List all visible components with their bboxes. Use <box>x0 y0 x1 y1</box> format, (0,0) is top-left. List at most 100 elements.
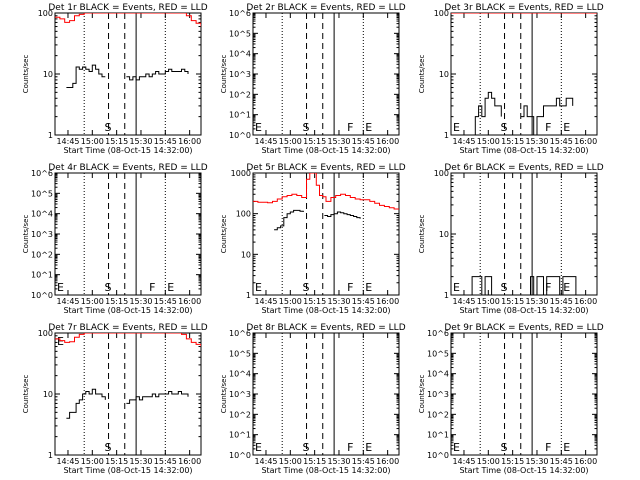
y-tick-label: 10^6 <box>427 329 449 338</box>
y-tick-label: 10 <box>43 70 53 79</box>
events-series-line <box>274 209 304 231</box>
x-tick-label: 15:45 <box>352 457 375 466</box>
detector-panel: Det 7r BLACK = Events, RED = LLD 1 10 100 14… <box>22 323 208 475</box>
x-tick-label: 14:45 <box>452 297 475 306</box>
marker-label: F <box>545 441 551 454</box>
marker-label: S <box>501 441 508 454</box>
y-axis-label: Counts/sec <box>220 375 228 414</box>
edge-label: E <box>365 441 372 454</box>
chart-title: Det 3r BLACK = Events, RED = LLD <box>444 3 603 13</box>
y-tick-label: 1000 <box>231 169 251 178</box>
x-tick-label: 15:15 <box>501 457 524 466</box>
y-tick-label: 1 <box>48 131 53 140</box>
x-tick-label: 15:30 <box>129 457 152 466</box>
x-tick-label: 14:45 <box>254 297 277 306</box>
y-tick-label: 100 <box>434 9 449 18</box>
marker-label: S <box>105 121 112 134</box>
series-group <box>451 13 597 135</box>
series-group <box>468 276 577 295</box>
plot-frame <box>450 332 598 456</box>
x-tick-label: 14:45 <box>56 137 79 146</box>
y-tick-label: 10^6 <box>229 329 251 338</box>
y-tick-label: 10^5 <box>229 349 251 358</box>
y-axis-label: Counts/sec <box>22 215 30 254</box>
x-axis-label: Start Time (08-Oct-15 14:32:00) <box>459 306 588 315</box>
y-tick-label: 10^4 <box>427 370 449 379</box>
x-tick-label: 15:00 <box>81 137 104 146</box>
lld-series-line <box>55 13 201 27</box>
x-tick-label: 15:15 <box>105 457 128 466</box>
x-axis-label: Start Time (08-Oct-15 14:32:00) <box>459 466 588 475</box>
marker-label: F <box>545 281 551 294</box>
y-tick-label: 10^3 <box>229 70 251 79</box>
y-tick-label: 10^2 <box>229 410 251 419</box>
x-tick-label: 15:45 <box>154 457 177 466</box>
plot-frame <box>252 12 400 136</box>
marker-label: F <box>347 121 353 134</box>
edge-label: E <box>255 441 262 454</box>
y-tick-label: 10^2 <box>229 90 251 99</box>
x-tick-label: 14:45 <box>56 297 79 306</box>
x-axis-label: Start Time (08-Oct-15 14:32:00) <box>261 466 390 475</box>
x-tick-label: 16:00 <box>376 457 399 466</box>
series-group <box>55 13 201 88</box>
y-tick-label: 10^5 <box>31 189 53 198</box>
series-group <box>253 173 399 231</box>
y-tick-label: 10^6 <box>229 9 251 18</box>
y-tick-label: 1 <box>444 291 449 300</box>
x-tick-label: 15:45 <box>352 297 375 306</box>
y-tick-label: 1 <box>246 291 251 300</box>
y-tick-label: 10^1 <box>427 431 449 440</box>
y-tick-label: 100 <box>38 329 53 338</box>
x-tick-label: 16:00 <box>376 137 399 146</box>
x-tick-label: 15:30 <box>327 457 350 466</box>
chart-title: Det 5r BLACK = Events, RED = LLD <box>246 163 405 173</box>
plot-frame <box>54 332 202 456</box>
x-tick-label: 15:45 <box>550 137 573 146</box>
marker-label: S <box>303 121 310 134</box>
x-tick-label: 15:00 <box>81 297 104 306</box>
x-tick-label: 15:00 <box>279 137 302 146</box>
y-tick-label: 1 <box>444 131 449 140</box>
marker-label: S <box>105 441 112 454</box>
x-tick-label: 15:15 <box>105 297 128 306</box>
marker-label: S <box>303 441 310 454</box>
y-tick-label: 10 <box>439 230 449 239</box>
marker-label: F <box>347 441 353 454</box>
y-axis-label: Counts/sec <box>418 55 426 94</box>
marker-label: F <box>347 281 353 294</box>
edge-label: E <box>365 121 372 134</box>
x-tick-label: 15:45 <box>550 297 573 306</box>
y-tick-label: 10^3 <box>31 230 53 239</box>
edge-label: E <box>365 281 372 294</box>
x-tick-label: 15:00 <box>477 457 500 466</box>
edge-label: E <box>453 121 460 134</box>
edge-label: E <box>563 281 570 294</box>
x-tick-label: 16:00 <box>178 137 201 146</box>
edge-label: E <box>57 281 64 294</box>
y-tick-label: 10^4 <box>31 210 53 219</box>
x-tick-label: 16:00 <box>574 457 597 466</box>
x-tick-label: 15:45 <box>154 137 177 146</box>
y-tick-label: 10^4 <box>229 370 251 379</box>
events-series-line <box>468 276 495 295</box>
series-group <box>55 333 201 419</box>
x-tick-label: 15:30 <box>525 297 548 306</box>
x-tick-label: 15:30 <box>129 137 152 146</box>
chart-title: Det 8r BLACK = Events, RED = LLD <box>246 323 405 333</box>
y-tick-label: 100 <box>38 9 53 18</box>
chart-title: Det 2r BLACK = Events, RED = LLD <box>246 3 405 13</box>
edge-label: E <box>167 281 174 294</box>
y-tick-label: 100 <box>236 210 251 219</box>
events-series-line <box>66 388 106 419</box>
x-tick-label: 14:45 <box>56 457 79 466</box>
x-tick-label: 16:00 <box>574 137 597 146</box>
detector-panel: Det 1r BLACK = Events, RED = LLD 1 10 100 14… <box>22 3 208 155</box>
events-series-line <box>66 64 106 88</box>
x-tick-label: 16:00 <box>178 297 201 306</box>
chart-title: Det 7r BLACK = Events, RED = LLD <box>48 323 207 333</box>
x-tick-label: 14:45 <box>452 137 475 146</box>
x-tick-label: 14:45 <box>254 137 277 146</box>
y-axis-label: Counts/sec <box>418 215 426 254</box>
